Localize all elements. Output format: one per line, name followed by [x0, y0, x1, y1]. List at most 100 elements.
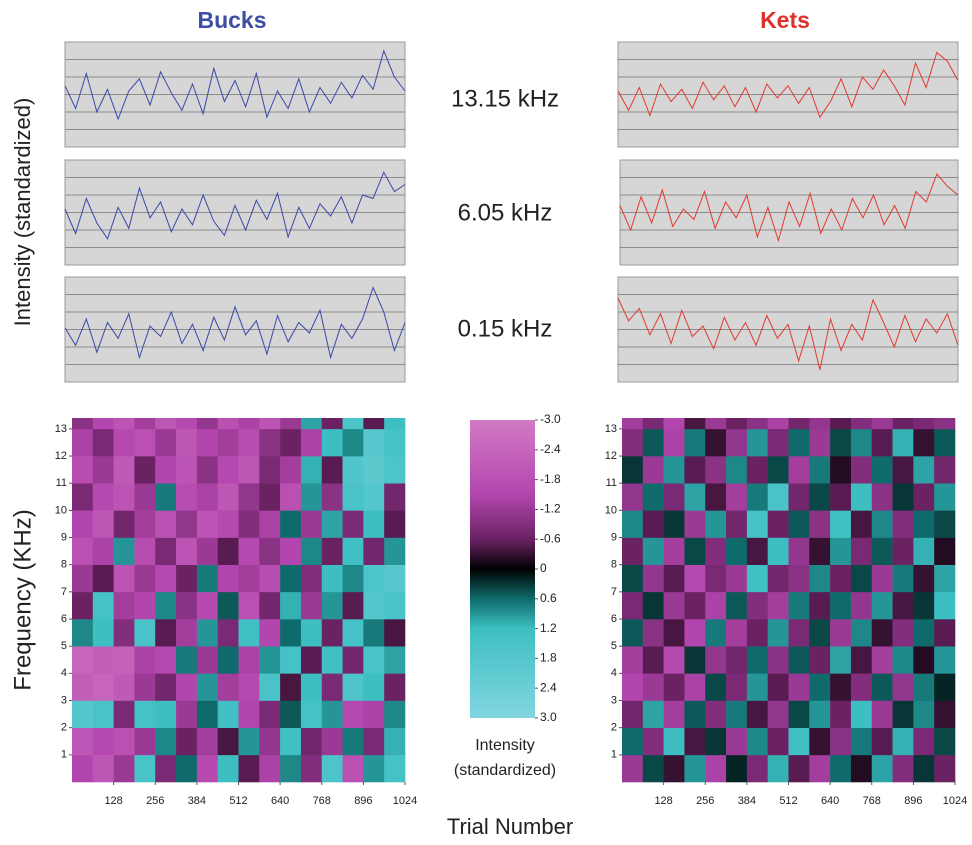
column-title: Bucks: [197, 7, 266, 33]
heatmap-cell: [663, 456, 685, 484]
heatmap-cell: [767, 483, 789, 511]
heatmap-cell: [92, 754, 114, 783]
heatmap-cell: [913, 646, 935, 674]
heatmap-cell: [363, 754, 385, 783]
heatmap-cell: [134, 418, 156, 430]
heatmap-cell: [280, 673, 302, 701]
heatmap-cell: [622, 483, 644, 511]
heatmap-cell: [726, 754, 748, 783]
x-tick-label: 896: [904, 795, 922, 807]
y-tick-label: 7: [611, 586, 617, 598]
heatmap-cell: [217, 700, 239, 728]
heatmap-cell: [622, 564, 644, 593]
heatmap-cell: [622, 619, 644, 647]
heatmap-cell: [300, 727, 323, 756]
heatmap-cell: [384, 483, 406, 511]
heatmap-cell: [238, 727, 260, 756]
heatmap-cell: [788, 727, 810, 756]
colorbar-tick-label: -1.8: [540, 472, 561, 486]
heatmap-cell: [280, 483, 302, 511]
trace-line: [64, 49, 406, 121]
heatmap-cell: [913, 537, 935, 565]
y-tick-label: 8: [611, 559, 617, 571]
heatmap-cell: [830, 510, 852, 538]
heatmap-cell: [259, 619, 281, 647]
heatmap-cell: [767, 418, 789, 430]
heatmap-cell: [259, 483, 281, 511]
heatmap-cell: [384, 591, 406, 620]
heatmap-cell: [767, 537, 789, 565]
heatmap-cell: [684, 591, 706, 620]
heatmap-cell: [934, 456, 956, 484]
heatmap-cell: [217, 673, 239, 701]
heatmap-cell: [321, 754, 343, 783]
heatmap-cell: [238, 754, 260, 783]
heatmap-cell: [155, 619, 177, 647]
heatmap-cell: [238, 591, 260, 620]
heatmap-cell: [684, 754, 706, 783]
heatmap-cell: [384, 510, 406, 538]
heatmap-cell: [830, 537, 852, 565]
heatmap-cell: [622, 428, 644, 457]
heatmap-cell: [217, 564, 239, 593]
heatmap-cell: [280, 510, 302, 538]
heatmap-cell: [913, 727, 935, 756]
heatmap-cell: [726, 700, 748, 728]
heatmap-cell: [176, 619, 198, 647]
heatmap-cell: [384, 700, 406, 728]
heatmap-cell: [321, 510, 343, 538]
heatmap-cell: [259, 646, 281, 674]
heatmap-cell: [809, 510, 831, 538]
heatmap-cell: [342, 673, 364, 701]
heatmap-cell: [113, 619, 135, 647]
heatmap-cell: [300, 510, 323, 538]
frequency-label: 6.05 kHz: [458, 199, 553, 226]
heatmap-cell: [871, 510, 893, 538]
heatmap-cell: [746, 483, 768, 511]
heatmap-cell: [913, 700, 935, 728]
heatmap-cell: [684, 619, 706, 647]
heatmap-cell: [892, 418, 914, 430]
x-tick-label: 768: [313, 795, 331, 807]
heatmap-cell: [259, 673, 281, 701]
heatmap-cell: [342, 619, 364, 647]
heatmap-cell: [134, 510, 156, 538]
heatmap-cell: [622, 754, 644, 783]
heatmap-cell: [934, 418, 956, 430]
heatmap-cell: [176, 727, 198, 756]
heatmap-cell: [850, 537, 873, 565]
heatmap-cell: [238, 428, 260, 457]
heatmap-cell: [726, 727, 748, 756]
y-tick-label: 3: [61, 694, 67, 706]
heatmap-cell: [300, 428, 323, 457]
heatmap-cell: [259, 700, 281, 728]
colorbar-tick-label: 3.0: [540, 710, 557, 724]
heatmap-cell: [155, 428, 177, 457]
heatmap-cell: [280, 428, 302, 457]
heatmap-cell: [809, 727, 831, 756]
heatmap-cell: [300, 754, 323, 783]
heatmap-cell: [280, 700, 302, 728]
heatmap-cell: [176, 456, 198, 484]
heatmap-cell: [934, 428, 956, 457]
y-tick-label: 13: [605, 423, 617, 435]
heatmap-cell: [726, 418, 748, 430]
heatmap-cell: [705, 754, 727, 783]
column-title: Kets: [760, 7, 810, 33]
y-tick-label: 4: [611, 667, 617, 679]
colorbar-tick-label: -1.2: [540, 502, 561, 516]
heatmap-cell: [300, 456, 323, 484]
heatmap-cell: [155, 537, 177, 565]
heatmap-cell: [321, 727, 343, 756]
heatmap-cell: [746, 700, 768, 728]
heatmap-cell: [705, 700, 727, 728]
heatmap-cell: [300, 483, 323, 511]
heatmap-cell: [684, 727, 706, 756]
heatmap-cell: [892, 537, 914, 565]
x-tick-label: 1024: [393, 795, 417, 807]
trace-line: [617, 51, 959, 119]
heatmap-cell: [871, 673, 893, 701]
heatmap-cell: [384, 646, 406, 674]
heatmap-cell: [871, 591, 893, 620]
heatmap-cell: [363, 619, 385, 647]
